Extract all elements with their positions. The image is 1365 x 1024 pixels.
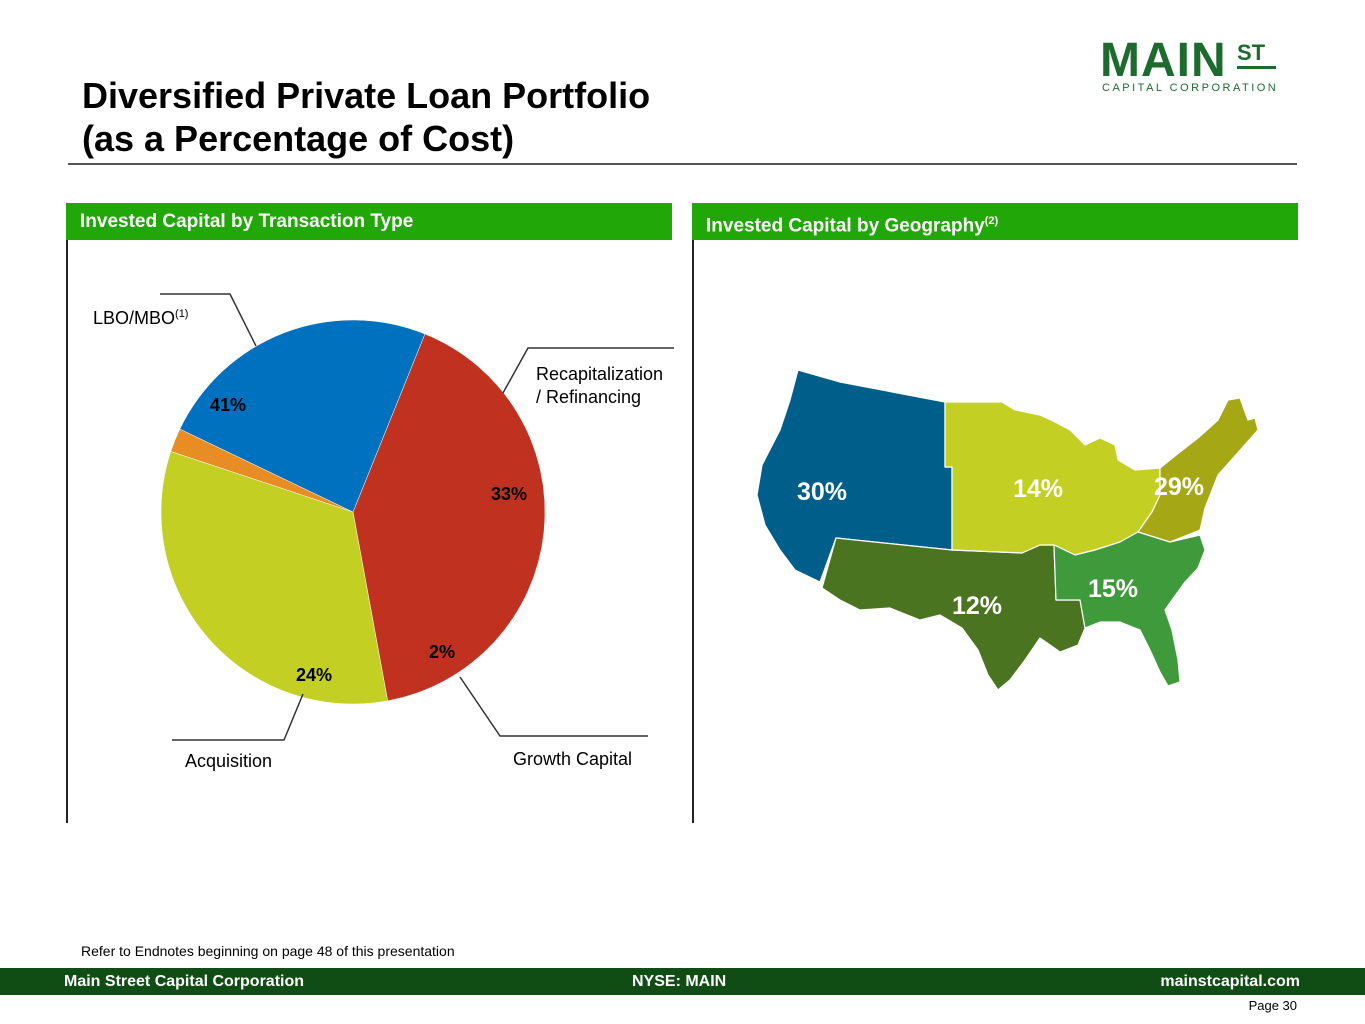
growth-leader-line xyxy=(459,676,648,737)
pie-slice-acquisition xyxy=(179,319,426,513)
page-title-line1: Diversified Private Loan Portfolio xyxy=(82,75,651,116)
main-street-logo: MAIN ST CAPITAL CORPORATION xyxy=(1098,36,1280,96)
growth-capital-label: Growth Capital xyxy=(513,749,633,769)
footer-ticker: NYSE: MAIN xyxy=(632,973,727,990)
acquisition-label: Acquisition xyxy=(185,751,273,771)
recapitalization-label-line1: Recapitalization xyxy=(536,364,664,384)
lbo-mbo-value-label: 41% xyxy=(210,395,247,415)
geography-title-footnote: (2) xyxy=(984,215,999,227)
left-panel-border xyxy=(66,240,68,823)
southeast-value-label: 15% xyxy=(1088,575,1139,603)
lbo-mbo-label-text: LBO/MBO xyxy=(93,308,176,328)
acquisition-value-label: 24% xyxy=(296,665,333,685)
growth-capital-value-label: 2% xyxy=(429,642,456,662)
geography-title: Invested Capital by Geography xyxy=(706,215,985,237)
transaction-type-title: Invested Capital by Transaction Type xyxy=(80,211,414,232)
pie-slice-recapitalization-refinancing xyxy=(160,451,388,705)
pie-slice-lbo-mbo xyxy=(352,333,546,702)
midwest-value-label: 14% xyxy=(1013,475,1064,503)
footer-bar: Main Street Capital Corporation NYSE: MA… xyxy=(0,968,1365,995)
footer-website[interactable]: mainstcapital.com xyxy=(1160,973,1300,990)
page-title-line2: (as a Percentage of Cost) xyxy=(82,118,515,159)
southwest-value-label: 12% xyxy=(952,592,1003,620)
west-value-label: 30% xyxy=(797,478,848,506)
recapitalization-label-line2: / Refinancing xyxy=(536,387,642,407)
southeast-region xyxy=(1053,531,1206,687)
leader-lines xyxy=(160,293,674,741)
logo-st-underline xyxy=(1237,66,1276,69)
logo-main-text: MAIN xyxy=(1100,34,1227,87)
northeast-region xyxy=(1137,397,1259,543)
lbo-mbo-footnote: (1) xyxy=(175,308,189,320)
endnote-text: Refer to Endnotes beginning on page 48 o… xyxy=(81,943,455,959)
transaction-type-pie-chart xyxy=(160,293,674,741)
page-title: Diversified Private Loan Portfolio (as a… xyxy=(82,74,650,160)
geography-header: Invested Capital by Geography(2) xyxy=(692,203,1298,240)
acquisition-leader-line xyxy=(172,693,304,741)
lbo-mbo-label: LBO/MBO(1) xyxy=(93,303,188,330)
recapitalization-value-label: 33% xyxy=(491,484,528,504)
logo-st-text: ST xyxy=(1237,40,1266,65)
northeast-value-label: 29% xyxy=(1154,473,1205,501)
title-divider xyxy=(68,163,1297,165)
right-panel-border xyxy=(692,240,694,823)
footer-company: Main Street Capital Corporation xyxy=(64,973,305,990)
us-geography-map xyxy=(756,369,1259,691)
transaction-type-header: Invested Capital by Transaction Type xyxy=(66,203,672,240)
recap-leader-line xyxy=(502,347,674,394)
logo-subtitle: CAPITAL CORPORATION xyxy=(1102,82,1279,94)
recapitalization-label: Recapitalization / Refinancing xyxy=(536,363,663,409)
page-number: Page 30 xyxy=(1248,998,1297,1013)
lbo-leader-line xyxy=(160,293,257,347)
